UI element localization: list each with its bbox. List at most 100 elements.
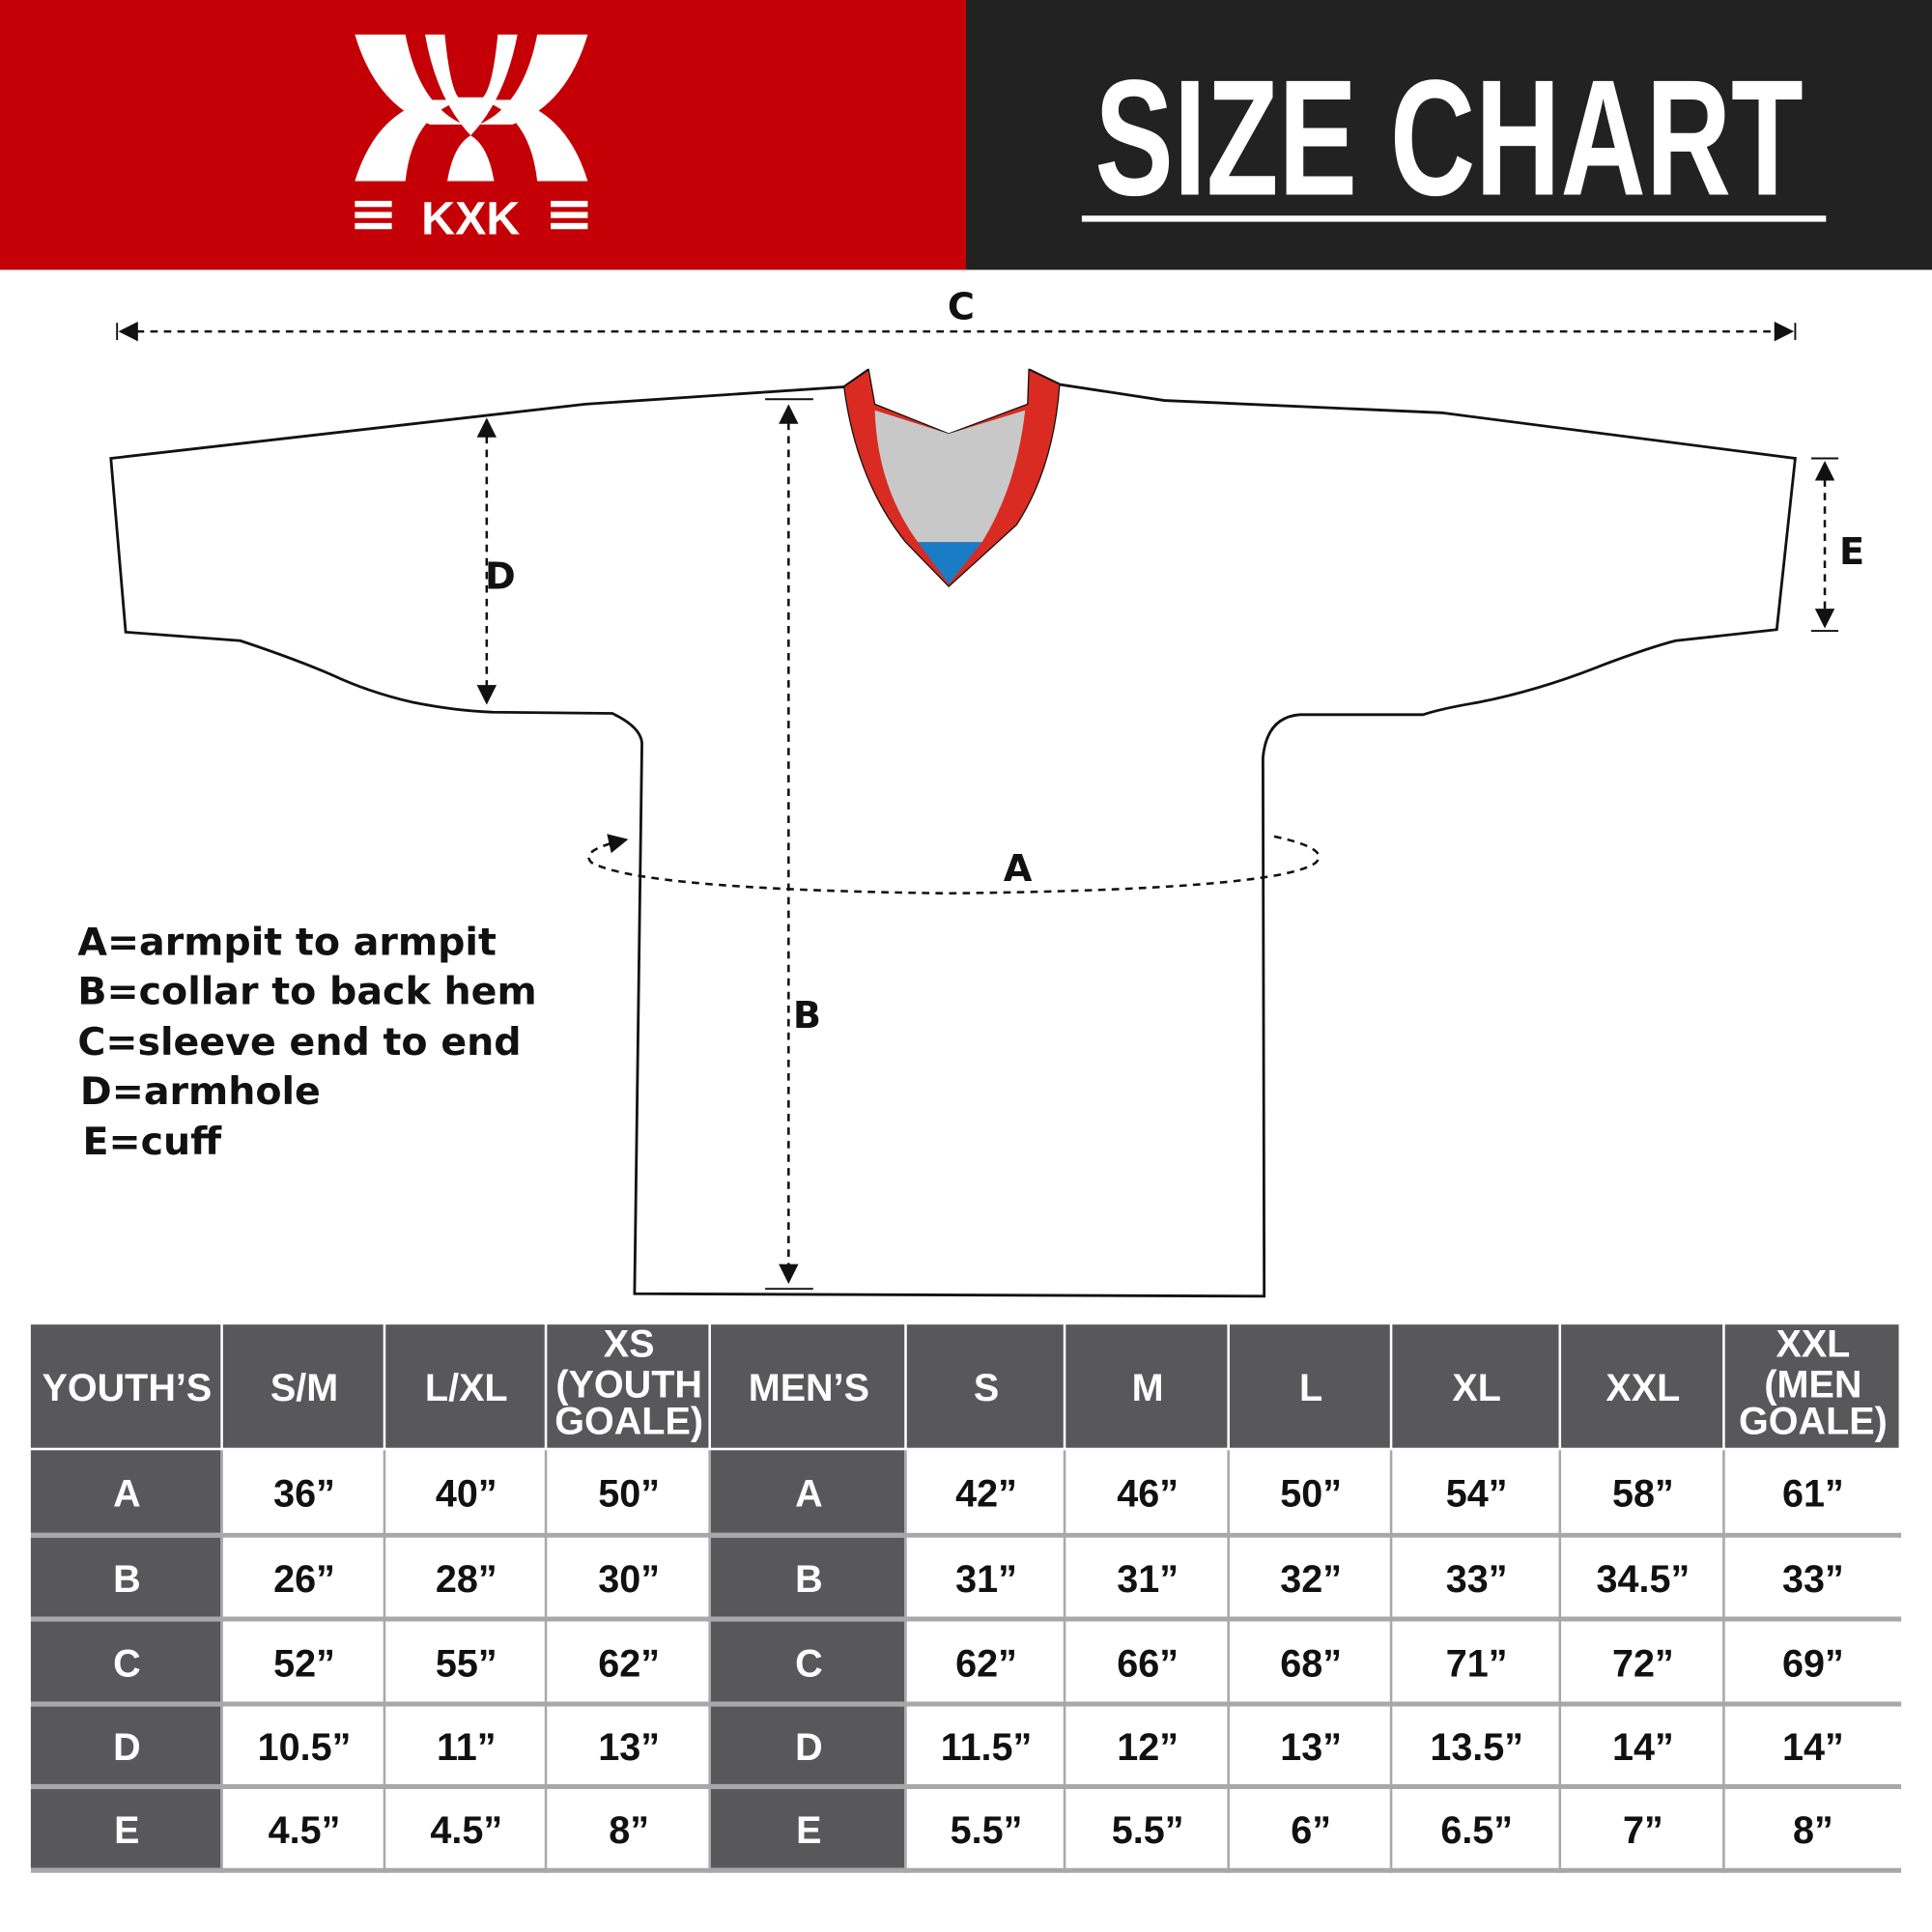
measurement-value: 42” <box>955 1472 1017 1515</box>
measurement-value: 69” <box>1782 1642 1844 1685</box>
value-cell <box>1392 1706 1559 1784</box>
measurement-legend: A=armpit to armpit B=collar to back hem … <box>77 921 536 1165</box>
legend-item-a: A=armpit to armpit <box>77 921 497 965</box>
size-header-label: L <box>1299 1367 1322 1409</box>
value-cell <box>906 1706 1064 1784</box>
measurement-key-cell <box>30 1706 221 1784</box>
measurement-value: 13” <box>598 1726 660 1769</box>
header-cell <box>547 1324 709 1448</box>
dimension-d-label: D <box>485 555 516 599</box>
measurement-value: 34.5” <box>1597 1558 1690 1601</box>
measurement-value: 71” <box>1446 1642 1508 1685</box>
dimension-b-label: B <box>793 994 821 1037</box>
measurement-value: 36” <box>273 1472 335 1515</box>
header-cell <box>385 1324 545 1448</box>
value-cell <box>222 1621 384 1702</box>
value-cell <box>547 1450 709 1533</box>
value-cell <box>1065 1706 1228 1784</box>
measurement-value: 58” <box>1612 1472 1674 1515</box>
column-divider <box>1558 1450 1562 1873</box>
value-cell <box>1392 1450 1559 1533</box>
measurement-value: 13.5” <box>1430 1726 1523 1769</box>
brand-wordmark: KXK <box>421 192 520 244</box>
dimension-a-label: A <box>1004 847 1033 891</box>
measurement-key: E <box>114 1809 139 1852</box>
measurement-value: 5.5” <box>951 1809 1023 1852</box>
measurement-value: 5.5” <box>1112 1809 1184 1852</box>
size-header-label: S <box>974 1367 999 1409</box>
value-cell <box>1724 1450 1899 1533</box>
page-title: SIZE CHART <box>1094 46 1803 231</box>
measurement-value: 62” <box>955 1642 1017 1685</box>
value-cell <box>1065 1789 1228 1868</box>
value-cell <box>906 1450 1064 1533</box>
value-cell <box>1229 1706 1390 1784</box>
value-cell <box>1392 1537 1559 1617</box>
header-cell <box>30 1324 221 1448</box>
value-cell <box>1229 1789 1390 1868</box>
measurement-value: 8” <box>1793 1809 1833 1852</box>
row-divider <box>30 1532 1902 1538</box>
measurement-value: 32” <box>1280 1558 1342 1601</box>
value-cell <box>1229 1537 1390 1617</box>
value-cell <box>385 1789 545 1868</box>
brand-banner <box>0 0 966 270</box>
size-header-sublabel: GOALE) <box>1739 1401 1888 1443</box>
size-header-sublabel: (MEN <box>1764 1363 1861 1406</box>
collar-inner <box>874 410 1026 543</box>
measurement-key: A <box>795 1472 823 1515</box>
kxk-logo: KXK <box>355 34 588 244</box>
value-cell <box>1392 1789 1559 1868</box>
header-cell <box>1065 1324 1228 1448</box>
value-cell <box>547 1706 709 1784</box>
title-banner <box>966 0 1932 270</box>
column-divider <box>1227 1450 1230 1873</box>
value-cell <box>1561 1706 1723 1784</box>
measurement-key: E <box>796 1809 821 1852</box>
value-cell <box>222 1789 384 1868</box>
measurement-key: C <box>795 1642 823 1685</box>
measurement-key: C <box>113 1642 141 1685</box>
measurement-value: 66” <box>1117 1642 1179 1685</box>
header-cell <box>710 1324 905 1448</box>
legend-item-b: B=collar to back hem <box>77 970 536 1014</box>
row-divider <box>30 1616 1902 1622</box>
column-divider <box>1063 1450 1066 1873</box>
value-cell <box>385 1706 545 1784</box>
measurement-value: 6” <box>1291 1809 1331 1852</box>
value-cell <box>1065 1621 1228 1702</box>
measurement-value: 54” <box>1446 1472 1508 1515</box>
size-header-label: S/M <box>270 1367 338 1409</box>
measurement-key: B <box>113 1558 141 1601</box>
measurement-key-cell <box>710 1450 905 1533</box>
measurement-value: 52” <box>273 1642 335 1685</box>
measurement-key-cell <box>30 1789 221 1868</box>
header-cell <box>1561 1324 1723 1448</box>
measurement-value: 55” <box>436 1642 497 1685</box>
header-cell <box>222 1324 384 1448</box>
measurement-key-cell <box>30 1537 221 1617</box>
measurement-value: 68” <box>1280 1642 1342 1685</box>
measurement-value: 10.5” <box>258 1726 352 1769</box>
value-cell <box>1724 1537 1899 1617</box>
size-header-label: L/XL <box>425 1367 508 1409</box>
value-cell <box>1724 1789 1899 1868</box>
measurement-value: 11” <box>437 1726 497 1769</box>
legend-item-d: D=armhole <box>80 1069 321 1114</box>
value-cell <box>222 1537 384 1617</box>
value-cell <box>385 1450 545 1533</box>
measurement-value: 50” <box>598 1472 660 1515</box>
group-header: MEN’S <box>749 1367 869 1409</box>
column-divider <box>383 1450 386 1873</box>
measurement-value: 14” <box>1612 1726 1674 1769</box>
dimension-a-line <box>587 834 1321 895</box>
column-divider <box>1722 1450 1725 1873</box>
value-cell <box>906 1537 1064 1617</box>
measurement-key-cell <box>710 1537 905 1617</box>
column-divider <box>708 1450 711 1873</box>
column-divider <box>1389 1450 1393 1873</box>
value-cell <box>1392 1621 1559 1702</box>
jersey-outline <box>109 368 1797 1298</box>
